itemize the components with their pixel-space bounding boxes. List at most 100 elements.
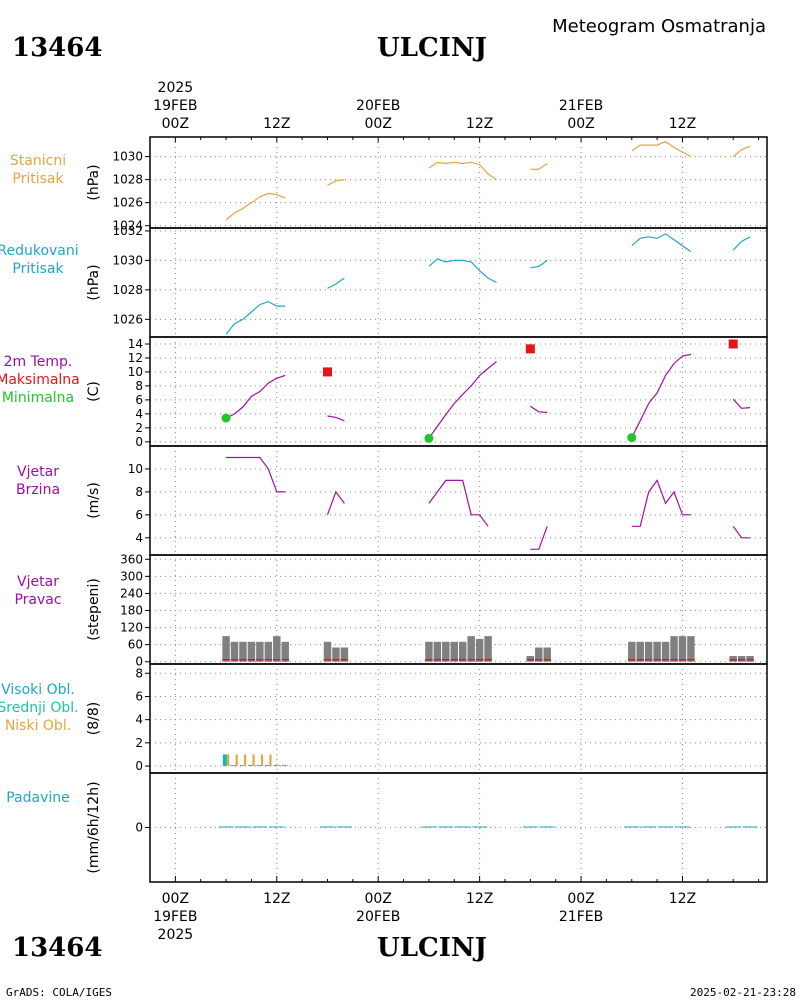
series-line bbox=[530, 526, 548, 550]
wind-direction-bar bbox=[670, 636, 678, 662]
wind-direction-bar bbox=[450, 641, 458, 662]
time-label-bottom: 12Z bbox=[466, 891, 493, 907]
wind-direction-bar bbox=[467, 636, 475, 662]
panel-label-line: Pritisak bbox=[12, 171, 64, 187]
cloud-high-bar bbox=[256, 765, 259, 767]
panel-label-line: Niski Obl. bbox=[5, 718, 71, 734]
y-tick-label: 10 bbox=[128, 462, 143, 476]
time-label-top: 00Z bbox=[567, 116, 594, 132]
y-tick-label: 1028 bbox=[112, 283, 143, 297]
y-tick-label: 1032 bbox=[112, 224, 143, 238]
panel-label-line: Maksimalna bbox=[0, 372, 80, 388]
series-line bbox=[631, 353, 691, 438]
tmin-marker bbox=[424, 433, 434, 443]
precip-bar bbox=[742, 826, 758, 828]
y-tick-label: 60 bbox=[128, 638, 143, 652]
time-label-top: 00Z bbox=[162, 116, 189, 132]
wind-direction-bar bbox=[543, 647, 551, 662]
meteogram-subtitle: Meteogram Osmatranja bbox=[552, 16, 766, 37]
series-line bbox=[327, 415, 345, 422]
cloud-low-bar bbox=[227, 754, 230, 767]
wind-direction-bar bbox=[256, 641, 264, 662]
y-tick-label: 1028 bbox=[112, 173, 143, 187]
wind-direction-bar bbox=[687, 636, 695, 662]
series-line bbox=[530, 259, 548, 269]
panel-label-line: Minimalna bbox=[2, 390, 74, 406]
panel-unit-label: (m/s) bbox=[86, 482, 102, 519]
panel-frame bbox=[149, 663, 768, 774]
series-line bbox=[428, 479, 489, 527]
y-tick-label: 2 bbox=[135, 421, 143, 435]
tmin-marker bbox=[221, 413, 231, 423]
y-tick-label: 0 bbox=[135, 655, 143, 669]
panel-0: 1024 1026 1028 1030 (hPa) Stanicni Pritisak bbox=[10, 136, 768, 233]
cloud-mid-bar bbox=[275, 765, 278, 767]
top-time-axis: 2025 19FEB 00Z 12Z 20FEB 00Z 12Z 21FEB 00Z 12Z bbox=[149, 80, 760, 143]
wind-direction-bar bbox=[636, 641, 644, 662]
wind-direction-bar bbox=[332, 647, 340, 662]
station-id-top: 13464 bbox=[12, 33, 102, 63]
y-tick-label: 300 bbox=[120, 569, 143, 583]
cloud-mid-bar bbox=[224, 754, 228, 767]
station-name-top: ULCINJ bbox=[377, 33, 487, 63]
cloud-mid-bar bbox=[241, 765, 245, 767]
cloud-low-bar bbox=[260, 754, 264, 767]
wind-direction-bar bbox=[746, 656, 754, 662]
panel-label-line: Pritisak bbox=[12, 261, 64, 277]
panel-label-line: Redukovani bbox=[0, 243, 79, 259]
precip-bar bbox=[675, 826, 690, 828]
wind-direction-bar bbox=[239, 641, 247, 662]
y-tick-label: 0 bbox=[135, 759, 143, 773]
series-line bbox=[529, 405, 548, 414]
y-tick-label: 0 bbox=[135, 435, 143, 449]
time-label-top: 12Z bbox=[263, 116, 290, 132]
wind-direction-bar bbox=[661, 641, 670, 662]
series-line bbox=[732, 525, 751, 539]
y-tick-label: 8 bbox=[135, 485, 143, 499]
wind-direction-bar bbox=[729, 656, 737, 662]
y-tick-label: 10 bbox=[128, 365, 143, 379]
y-tick-label: 8 bbox=[135, 666, 143, 680]
panel-label-line: Vjetar bbox=[17, 464, 59, 480]
panel-unit-label: (8/8) bbox=[86, 702, 102, 735]
series-line bbox=[327, 277, 345, 289]
cloud-high-bar bbox=[273, 765, 276, 767]
series-line bbox=[225, 374, 286, 419]
cloud-low-bar bbox=[252, 754, 255, 767]
y-tick-label: 1026 bbox=[112, 312, 143, 326]
time-label-bottom: 12Z bbox=[669, 891, 696, 907]
y-tick-label: 180 bbox=[120, 603, 143, 617]
panel-3: 4 6 8 10 (m/s) Vjetar Brzina bbox=[16, 445, 768, 556]
panel-frame bbox=[149, 136, 768, 229]
precip-bar bbox=[658, 826, 674, 828]
y-tick-label: 14 bbox=[128, 337, 143, 351]
tmax-marker bbox=[322, 367, 332, 377]
y-tick-label: 1026 bbox=[112, 196, 143, 210]
time-label-bottom: 2025 bbox=[158, 927, 194, 943]
time-label-bottom: 20FEB bbox=[356, 909, 400, 925]
cloud-high-bar bbox=[239, 765, 242, 767]
precip-bar bbox=[320, 826, 335, 828]
cloud-mid-bar bbox=[258, 765, 261, 767]
panel-frame bbox=[149, 445, 768, 556]
panel-label-line: Padavine bbox=[6, 790, 70, 806]
time-label-top: 12Z bbox=[669, 116, 696, 132]
y-tick-label: 6 bbox=[135, 689, 143, 703]
y-tick-label: 360 bbox=[120, 552, 143, 566]
panel-label-line: Visoki Obl. bbox=[1, 682, 75, 698]
panels: 1024102610281030(hPa)StanicniPritisak102… bbox=[0, 136, 768, 883]
time-label-bottom: 00Z bbox=[365, 891, 392, 907]
wind-direction-bar bbox=[340, 647, 349, 662]
y-tick-label: 8 bbox=[135, 379, 143, 393]
precip-bar bbox=[522, 826, 538, 828]
series-line bbox=[732, 398, 751, 409]
precip-bar bbox=[624, 826, 640, 828]
panel-1: 1026 1028 1030 1032 (hPa) Redukovani Pritisak bbox=[0, 224, 768, 338]
y-tick-label: 2 bbox=[135, 736, 143, 750]
time-label-bottom: 12Z bbox=[263, 891, 290, 907]
wind-direction-bar bbox=[264, 641, 273, 662]
cloud-high-bar bbox=[282, 765, 285, 767]
y-tick-label: 120 bbox=[120, 621, 143, 635]
tmin-marker bbox=[627, 433, 637, 443]
